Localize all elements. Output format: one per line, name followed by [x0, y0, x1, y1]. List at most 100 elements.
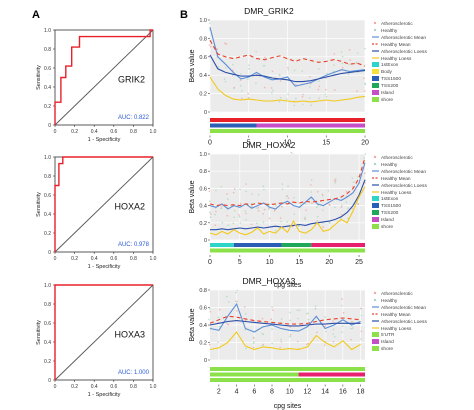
series-line — [209, 302, 361, 333]
sample-point — [255, 50, 257, 53]
sample-point — [309, 86, 311, 88]
sample-point — [279, 346, 281, 349]
roc-auc-label: AUC: 0.822 — [118, 115, 150, 121]
sample-point — [351, 327, 354, 329]
legend-region-swatch — [372, 76, 379, 81]
ytick-label: 0.2 — [199, 221, 207, 227]
sample-point — [271, 70, 274, 73]
roc-xtick-label: 0.6 — [110, 384, 117, 390]
legend-region-swatch — [372, 224, 379, 229]
roc-ytick-label: 0.4 — [44, 85, 51, 91]
sample-point — [223, 78, 226, 80]
sample-point — [240, 73, 242, 75]
sample-point — [364, 83, 367, 86]
sample-point — [318, 97, 321, 100]
roc-ytick-label: 0.2 — [44, 359, 51, 365]
sample-point — [256, 222, 258, 225]
sample-point — [224, 80, 227, 83]
sample-point — [245, 212, 247, 215]
xtick-label: 20 — [361, 140, 369, 147]
sample-point — [286, 194, 289, 197]
series-line — [209, 162, 366, 210]
sample-point — [221, 221, 224, 224]
sample-point — [256, 207, 258, 209]
sample-point — [209, 211, 211, 214]
sample-point — [325, 88, 327, 91]
sample-point — [306, 343, 308, 346]
sample-point — [280, 341, 283, 343]
sample-point — [217, 316, 220, 319]
sample-point — [351, 177, 354, 179]
legend-region-label: 1stExon — [381, 62, 399, 68]
sample-point — [280, 318, 283, 320]
sample-point — [270, 87, 273, 89]
sample-point — [364, 47, 366, 50]
sample-point — [244, 210, 247, 212]
sample-point — [278, 100, 281, 103]
sample-point — [217, 341, 220, 343]
sample-point — [310, 191, 313, 193]
ytick-label: 0.8 — [199, 36, 207, 42]
sample-point — [262, 333, 264, 336]
legend-point-marker — [373, 298, 377, 302]
ytick-label: 0.8 — [199, 169, 207, 175]
sample-point — [227, 198, 229, 200]
sample-point — [287, 66, 289, 69]
sample-point — [289, 319, 291, 322]
legend-series-label: Healthy Loess — [381, 56, 412, 62]
sample-point — [307, 312, 309, 315]
series-line — [209, 186, 366, 236]
roc-xtick-label: 1.0 — [150, 256, 157, 262]
sample-point — [314, 308, 317, 310]
legend-series-label: Atherosclerotic Mean — [381, 169, 426, 175]
roc-xtick-label: 0.8 — [130, 129, 137, 135]
xtick-label: 10 — [266, 259, 274, 266]
sample-point — [317, 68, 320, 70]
series-line — [209, 320, 361, 327]
xtick-label: 15 — [296, 259, 304, 266]
sample-point — [293, 69, 296, 72]
sample-point — [334, 180, 337, 183]
roc-ytick-label: 0.4 — [44, 340, 51, 346]
xtick-label: 2 — [217, 389, 221, 396]
legend-group-label: Healthy — [381, 162, 398, 168]
sample-point — [316, 215, 319, 218]
sample-point — [333, 89, 336, 91]
sample-point — [363, 77, 365, 79]
region-bar — [210, 243, 234, 247]
ytick-label: 0.2 — [199, 92, 207, 98]
sample-point — [310, 179, 313, 181]
sample-point — [332, 333, 335, 335]
legend-region-swatch — [372, 346, 379, 351]
sample-point — [279, 96, 282, 99]
sample-point — [364, 182, 366, 184]
sample-point — [360, 307, 362, 310]
sample-point — [208, 44, 211, 46]
legend-region-swatch — [372, 97, 379, 102]
sample-point — [209, 45, 212, 48]
roc-ytick-label: 0 — [48, 250, 51, 256]
roc-frame — [54, 29, 154, 126]
sample-point — [307, 318, 310, 321]
sample-point — [341, 325, 344, 327]
sample-point — [235, 291, 237, 294]
legend-series-label: Atherosclerotic Loess — [381, 183, 427, 189]
roc-xtick-label: 0.6 — [110, 129, 117, 135]
roc-xtick-label: 1.0 — [150, 384, 157, 390]
sample-point — [341, 331, 343, 333]
legend-series-label: Healthy Mean — [381, 42, 411, 48]
sample-point — [275, 204, 277, 207]
sample-point — [232, 222, 235, 225]
sample-point — [239, 188, 241, 191]
legend-region-label: shore — [381, 224, 393, 230]
legend-series-label: Healthy Mean — [381, 312, 411, 318]
xtick-label: 15 — [322, 140, 330, 147]
sample-point — [314, 305, 317, 307]
ytick-label: 0 — [204, 238, 207, 244]
sample-point — [247, 97, 250, 99]
sample-point — [232, 63, 234, 66]
sample-point — [332, 340, 335, 343]
sample-point — [245, 183, 247, 185]
sample-point — [316, 331, 318, 334]
region-bar — [281, 243, 312, 247]
